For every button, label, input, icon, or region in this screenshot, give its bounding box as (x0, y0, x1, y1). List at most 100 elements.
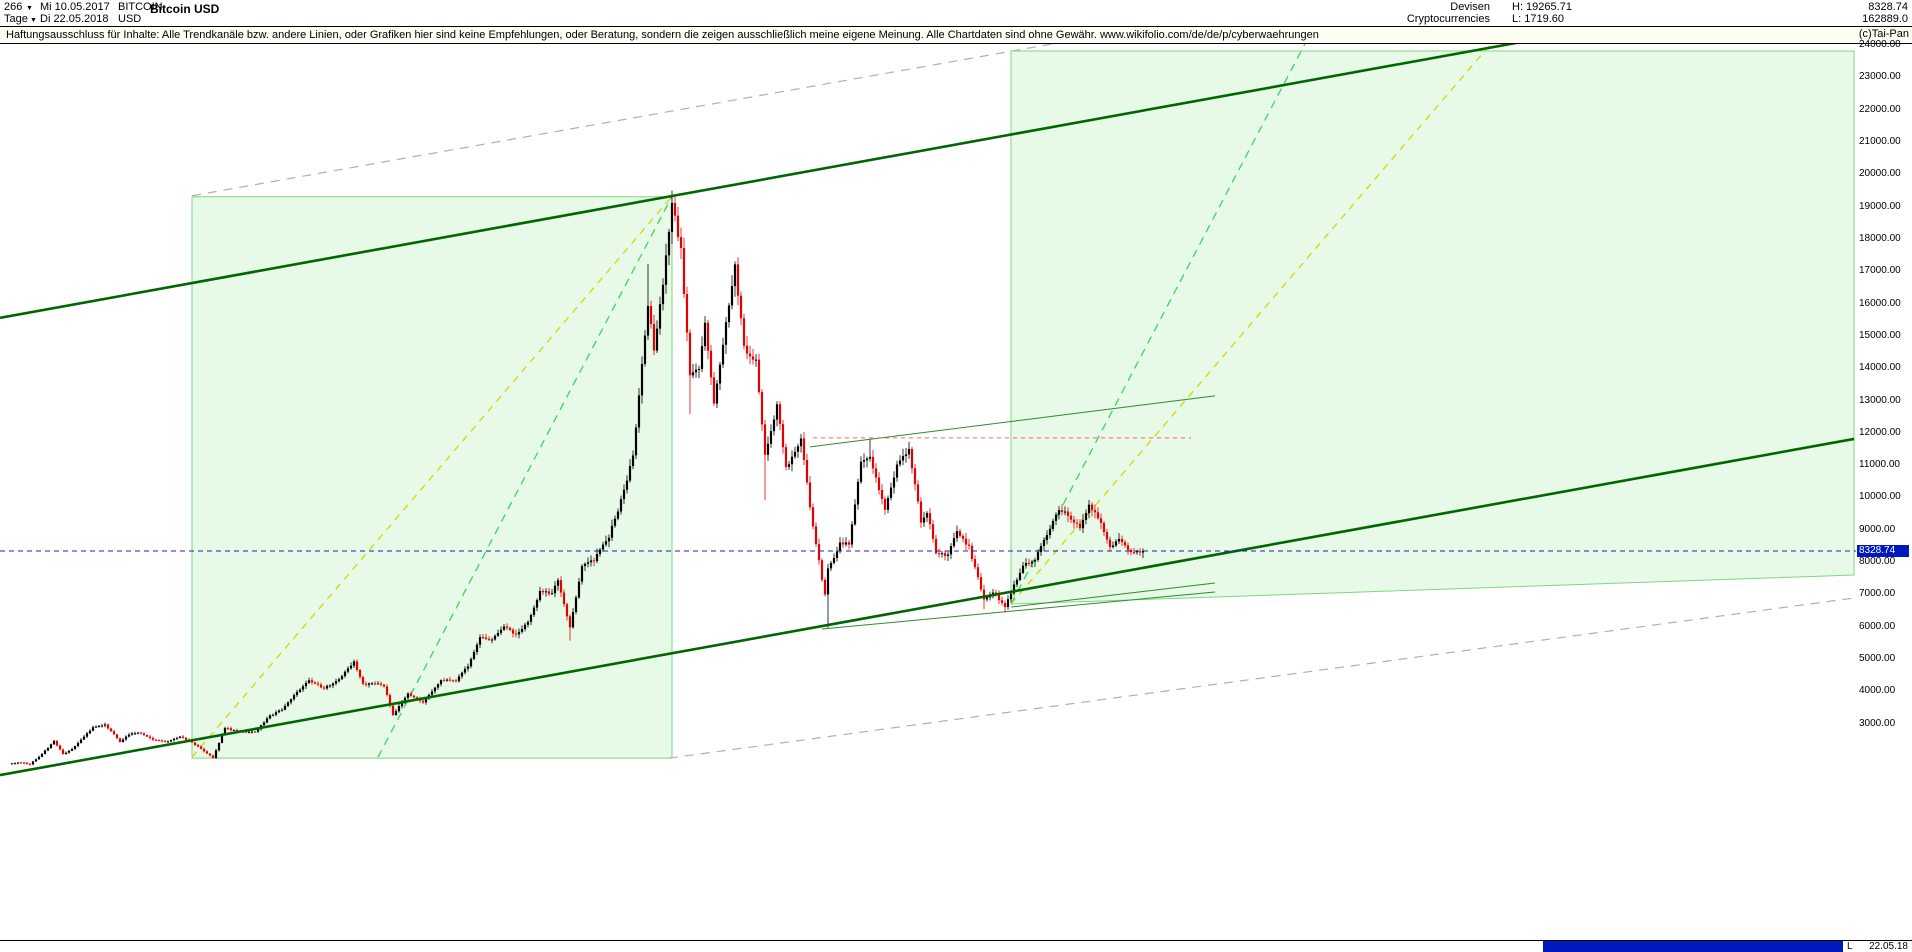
last-price-tag: 8328.74 (1857, 545, 1909, 557)
candle-body (328, 685, 332, 687)
bars-count[interactable]: 266 (4, 1, 23, 13)
candle-body (784, 447, 788, 467)
candle-body (415, 697, 419, 699)
candle-body (211, 755, 215, 758)
candle-body (352, 661, 356, 666)
candle-body (247, 731, 251, 733)
candle-body (361, 677, 365, 684)
candle-body (118, 738, 122, 743)
candle-body (199, 746, 203, 749)
candle-body (895, 464, 899, 478)
watermark: (c)Tai-Pan (1858, 28, 1909, 40)
candle-body (1138, 551, 1142, 553)
candle-body (412, 695, 416, 698)
candle-body (562, 592, 566, 605)
candle-body (103, 724, 107, 726)
candle-body (514, 633, 518, 635)
candle-body (397, 706, 401, 712)
candle-body (880, 489, 884, 499)
candle-body (1084, 513, 1088, 520)
candle-body (1054, 514, 1058, 521)
symbol-label[interactable]: BITCOIN (118, 1, 163, 13)
candle-body (76, 742, 80, 747)
candle-body (628, 466, 632, 481)
candle-body (73, 746, 77, 749)
candle-body (1015, 579, 1019, 585)
candle-body (172, 738, 176, 741)
candle-body (595, 554, 599, 562)
candle-body (538, 590, 542, 601)
candle-body (466, 666, 470, 669)
candle-body (736, 264, 740, 296)
candle-body (166, 741, 170, 743)
period-selector[interactable]: Tage (4, 13, 28, 25)
candle-body (229, 728, 233, 731)
candle-body (856, 481, 860, 505)
candle-body (913, 468, 917, 485)
candle-body (718, 364, 722, 384)
candle-body (286, 702, 290, 706)
candle-body (610, 525, 614, 538)
candle-body (304, 683, 308, 687)
period-low: L: 1719.60 (1512, 13, 1564, 25)
candle-body (145, 735, 149, 737)
candle-body (706, 322, 710, 351)
candle-body (10, 763, 14, 765)
yellow-dashed-trendline-2018 (1010, 44, 1492, 605)
candle-body (925, 513, 929, 518)
candle-body (583, 563, 587, 567)
candle-body (121, 739, 125, 743)
candle-body (85, 733, 89, 737)
candle-body (553, 585, 557, 594)
start-date: Mi 10.05.2017 (40, 1, 110, 13)
candle-body (343, 671, 347, 677)
bars-count-dropdown-icon[interactable]: ▼ (26, 5, 33, 12)
candle-body (436, 684, 440, 688)
candle-body (448, 679, 452, 681)
candle-body (823, 579, 827, 595)
candle-body (769, 431, 773, 444)
candle-body (202, 748, 206, 752)
candle-body (850, 524, 854, 545)
candle-body (169, 740, 173, 742)
candle-body (793, 451, 797, 457)
candle-body (1045, 535, 1049, 541)
candle-body (724, 322, 728, 345)
candle-body (658, 304, 662, 329)
candle-body (1126, 545, 1130, 550)
candle-body (964, 538, 968, 545)
header-last-price: 8328.74 (1868, 1, 1908, 13)
candle-body (148, 736, 152, 739)
candle-body (1012, 584, 1016, 594)
chart-title: Bitcoin USD (150, 2, 220, 16)
pane-bottom-border (0, 940, 1912, 941)
candle-body (607, 537, 611, 542)
candle-body (904, 454, 908, 457)
candle-body (556, 580, 560, 586)
candle-body (919, 501, 923, 523)
candle-body (205, 751, 209, 754)
candle-body (757, 359, 761, 393)
candle-body (790, 456, 794, 465)
candle-body (772, 419, 776, 432)
candle-body (667, 231, 671, 256)
timeline-scrollbar[interactable] (1543, 941, 1843, 952)
candle-body (805, 459, 809, 483)
candle-body (16, 762, 20, 764)
candle-body (394, 711, 398, 715)
candle-body (916, 484, 920, 502)
candle-body (283, 705, 287, 710)
disclaimer-text: Haftungsausschluss für Inhalte: Alle Tre… (0, 27, 1912, 43)
candle-body (694, 369, 698, 373)
candle-body (49, 744, 53, 749)
candle-body (79, 739, 83, 743)
candle-body (253, 731, 257, 733)
candle-body (712, 377, 716, 404)
candle-body (208, 753, 212, 756)
candle-body (499, 629, 503, 633)
header-separator-line (0, 26, 1912, 27)
period-dropdown-icon[interactable]: ▼ (30, 17, 37, 24)
candle-body (67, 750, 71, 753)
candle-body (547, 591, 551, 594)
candle-body (163, 740, 167, 742)
